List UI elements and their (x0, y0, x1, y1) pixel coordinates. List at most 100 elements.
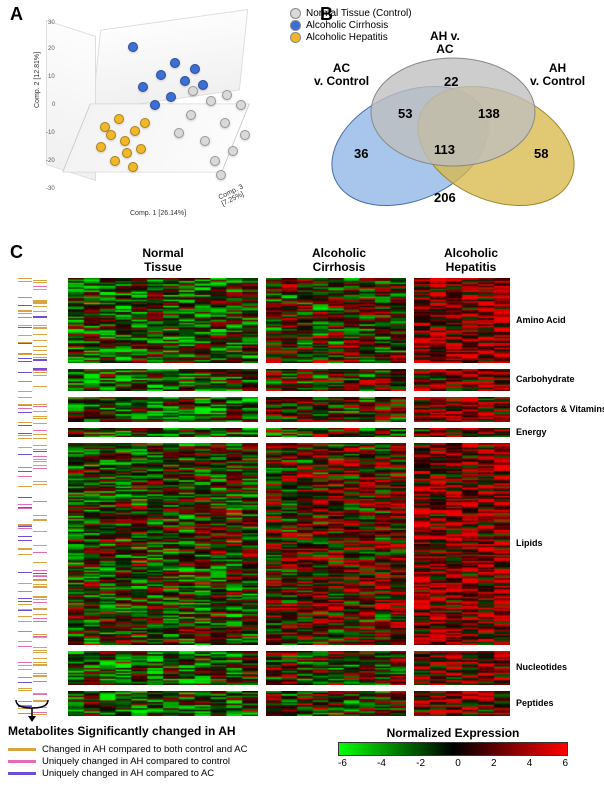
sidebar-tick (18, 526, 32, 527)
scatter-point (198, 80, 208, 90)
legend-item: Uniquely changed in AH compared to contr… (8, 756, 247, 767)
plot-floor (62, 104, 250, 173)
sidebar-tick (18, 641, 32, 642)
sidebar-tick (33, 599, 47, 600)
scatter-point (206, 96, 216, 106)
sidebar-tick (18, 281, 32, 282)
panel-b-label: B (320, 4, 333, 25)
legend-text: Alcoholic Cirrhosis (306, 20, 388, 31)
colorbar-ticks: -6 -4 -2 0 2 4 6 (338, 758, 568, 769)
sidebar-tick (33, 459, 47, 460)
heatmap-block (414, 691, 510, 716)
sidebar-tick (18, 554, 32, 555)
scatter-point (240, 130, 250, 140)
heatmap-block (68, 691, 258, 716)
heatmap-block (266, 428, 406, 437)
axis-z-label: Comp. 3 [7.25%] (218, 172, 271, 207)
scatter-point (236, 100, 246, 110)
scatter-point (114, 114, 124, 124)
sidebar-tick (18, 361, 32, 362)
sidebar-tick (33, 350, 47, 351)
heatmap-block (68, 428, 258, 437)
venn-count-lr: 206 (434, 190, 456, 205)
sidebar-tick (18, 591, 32, 592)
sidebar-legend: Changed in AH compared to both control a… (8, 744, 247, 780)
sidebar-tick (18, 486, 32, 487)
sidebar-tick (33, 465, 47, 466)
sidebar-tick (33, 481, 47, 482)
sidebar-tick (33, 681, 47, 682)
sidebar-tick (33, 579, 47, 580)
scatter-point (200, 136, 210, 146)
sidebar-tick (18, 412, 32, 413)
scatter-point (136, 144, 146, 154)
sidebar-tick (33, 340, 47, 341)
sidebar-tick (33, 637, 47, 638)
legend-item: Alcoholic Cirrhosis (290, 20, 412, 31)
sidebar-tick (18, 528, 32, 529)
sidebar-tick (18, 297, 32, 298)
sidebar-tick (33, 430, 47, 431)
sidebar-tick (18, 325, 32, 326)
sidebar-tick (18, 508, 32, 509)
sidebar-tick (33, 301, 47, 302)
sidebar-tick (33, 647, 47, 648)
sidebar-tick (33, 658, 47, 659)
col-title-normal: Normal Tissue (88, 246, 238, 274)
sidebar-tick (18, 278, 32, 279)
heatmap-block (266, 691, 406, 716)
legend-item: Normal Tissue (Control) (290, 8, 412, 19)
sidebar-tick (33, 576, 47, 577)
colorbar (338, 742, 568, 756)
sidebar-tick (18, 391, 32, 392)
sidebar-tick (33, 303, 47, 304)
sidebar-tick (33, 334, 47, 335)
sidebar-tick (33, 306, 47, 307)
sidebar-tick (33, 325, 47, 326)
sidebar-tick (18, 631, 32, 632)
cb-tick: -4 (377, 758, 386, 769)
sidebar-tick (18, 583, 32, 584)
sidebar-tick (33, 327, 47, 328)
sidebar-tick (33, 520, 47, 521)
venn-count-all: 113 (434, 142, 455, 157)
sidebar-title: Metabolites Significantly changed in AH (8, 724, 236, 738)
venn-title-right: AH v. Control (530, 62, 585, 88)
significance-sidebar (18, 278, 48, 716)
sidebar-tick (33, 416, 47, 417)
sidebar-tick (18, 549, 32, 550)
sidebar-tick (18, 313, 32, 314)
sidebar-tick (33, 562, 47, 563)
sidebar-tick (18, 621, 32, 622)
sidebar-tick (33, 406, 47, 407)
heatmap-block (414, 651, 510, 685)
sidebar-tick (33, 451, 47, 452)
sidebar-tick (18, 682, 32, 683)
sidebar-tick (33, 280, 47, 281)
sidebar-tick (33, 375, 47, 376)
sidebar-tick (18, 548, 32, 549)
panel-b-venn: AC v. Control AH v. AC AH v. Control 36 … (310, 36, 590, 236)
sidebar-tick (33, 449, 47, 450)
row-category-label: Carbohydrate (516, 374, 604, 384)
scatter-point (174, 128, 184, 138)
venn-count-tr: 138 (478, 106, 500, 121)
sidebar-tick (33, 438, 47, 439)
sidebar-tick (33, 386, 47, 387)
sidebar-tick (33, 519, 47, 520)
sidebar-tick (18, 447, 32, 448)
axis-x-label: Comp. 1 [26.14%] (130, 210, 186, 217)
scatter-point (130, 126, 140, 136)
sidebar-tick (33, 652, 47, 653)
sidebar-tick (33, 354, 47, 355)
sidebar-tick (33, 634, 47, 635)
sidebar-tick (33, 636, 47, 637)
sidebar-tick (18, 601, 32, 602)
sidebar-tick (33, 286, 47, 287)
sidebar-tick (33, 618, 47, 619)
sidebar-tick (18, 497, 32, 498)
heatmap-block (68, 651, 258, 685)
legend-swatch (290, 20, 301, 31)
sidebar-tick (18, 310, 32, 311)
heatmap-block (414, 397, 510, 422)
